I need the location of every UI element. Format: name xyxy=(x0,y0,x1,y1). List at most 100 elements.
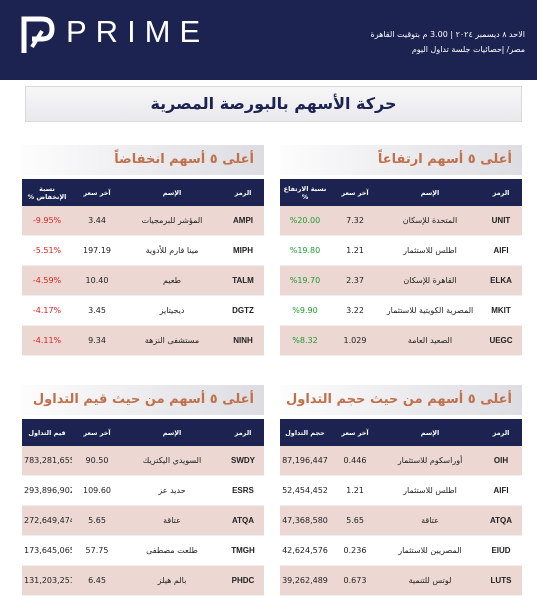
cell: ديجيتايز xyxy=(122,295,222,326)
cell: TALM xyxy=(222,265,264,296)
cell: 5.65 xyxy=(330,505,380,536)
cell: MKIT xyxy=(480,295,522,326)
cell: 293,896,902 xyxy=(22,475,72,506)
cell: 3.45 xyxy=(72,295,122,326)
cell: PHDC xyxy=(222,565,264,596)
cell: NINH xyxy=(222,325,264,356)
data-table: الرمز الإسم آخر سعر قيم التداول SWDY السويدي … xyxy=(22,419,264,596)
cell: اطلس للاستثمار xyxy=(380,475,480,506)
table-row: ESRS حديد عز 109.60 293,896,902 xyxy=(22,475,264,506)
cell: -9.95% xyxy=(22,206,72,236)
cell: 0.236 xyxy=(330,535,380,566)
cell: SWDY xyxy=(222,446,264,476)
cell: EIUD xyxy=(480,535,522,566)
column-header: حجم التداول xyxy=(280,419,330,446)
logo-icon xyxy=(21,16,55,53)
table-row: ELKA القاهرة للإسكان 2.37 %19.70 xyxy=(280,265,522,296)
cell: OIH xyxy=(480,446,522,476)
column-header: الإسم xyxy=(380,419,480,446)
panel-title: أعلى ٥ أسهم من حيث قيم التداول xyxy=(22,385,264,415)
table-row: TMGH طلعت مصطفى 57.75 173,645,065 xyxy=(22,535,264,566)
cell: %8.32 xyxy=(280,325,330,356)
cell: 10.40 xyxy=(72,265,122,296)
header-bar: PRIME الاحد ٨ ديسمبر ٢٠٢٤ | 3.00 م بتوقي… xyxy=(0,0,537,80)
table-row: TALM طعيم 10.40 -4.59% xyxy=(22,265,264,296)
column-header: الرمز xyxy=(480,179,522,206)
cell: -4.11% xyxy=(22,325,72,356)
cell: الصعيد العامة xyxy=(380,325,480,356)
table-row: DGTZ ديجيتايز 3.45 -4.17% xyxy=(22,295,264,326)
cell: -4.17% xyxy=(22,295,72,326)
cell: UNIT xyxy=(480,206,522,236)
column-header: آخر سعر xyxy=(72,419,122,446)
cell: القاهرة للإسكان xyxy=(380,265,480,296)
cell: أوراسكوم للاستثمار xyxy=(380,446,480,476)
table-panel: أعلى ٥ أسهم من حيث قيم التداول الرمز الإسم… xyxy=(22,385,264,596)
cell: 52,454,452 xyxy=(280,475,330,506)
cell: %19.80 xyxy=(280,235,330,266)
data-table: الرمز الإسم آخر سعر نسبة الارتفاع % UNIT المت… xyxy=(280,179,522,356)
cell: AMPI xyxy=(222,206,264,236)
cell: 1.029 xyxy=(330,325,380,356)
cell: 2.37 xyxy=(330,265,380,296)
cell: 9.34 xyxy=(72,325,122,356)
cell: AIFI xyxy=(480,235,522,266)
cell: حديد عز xyxy=(122,475,222,506)
table-row: ATQA عتاقة 5.65 47,368,580 xyxy=(280,505,522,536)
column-header: نسبة الارتفاع % xyxy=(280,179,330,206)
cell: 5.65 xyxy=(72,505,122,536)
cell: المصريين للاستثمار xyxy=(380,535,480,566)
cell: 90.50 xyxy=(72,446,122,476)
table-row: EIUD المصريين للاستثمار 0.236 42,624,576 xyxy=(280,535,522,566)
cell: AIFI xyxy=(480,475,522,506)
table-row: AMPI المؤشر للبرمجيات 3.44 -9.95% xyxy=(22,206,264,236)
table-row: PHDC بالم هيلز 6.45 131,203,251 xyxy=(22,565,264,596)
column-header: الإسم xyxy=(380,179,480,206)
cell: LUTS xyxy=(480,565,522,596)
cell: 131,203,251 xyxy=(22,565,72,596)
column-header: الرمز xyxy=(222,179,264,206)
table-panel: أعلى ٥ أسهم انخفاضاً الرمز الإسم آخر سعر نسب… xyxy=(22,145,264,356)
cell: 42,624,576 xyxy=(280,535,330,566)
cell: 57.75 xyxy=(72,535,122,566)
page-title: حركة الأسهم بالبورصة المصرية xyxy=(25,86,522,122)
cell: TMGH xyxy=(222,535,264,566)
panel-title: أعلى ٥ أسهم من حيث حجم التداول xyxy=(280,385,522,415)
cell: 3.44 xyxy=(72,206,122,236)
column-header: الإسم xyxy=(122,179,222,206)
cell: 0.446 xyxy=(330,446,380,476)
header-row: الرمز الإسم آخر سعر نسبة الإنخفاض % xyxy=(22,179,264,206)
cell: المؤشر للبرمجيات xyxy=(122,206,222,236)
table-row: MKIT المصرية الكويتية للاستثمار 3.22 %9.90 xyxy=(280,295,522,326)
cell: مستشفى النزهة xyxy=(122,325,222,356)
column-header: آخر سعر xyxy=(72,179,122,206)
cell: عتاقة xyxy=(122,505,222,536)
data-table: الرمز الإسم آخر سعر حجم التداول OIH أوراسكوم … xyxy=(280,419,522,596)
table-row: AIFI اطلس للاستثمار 1.21 %19.80 xyxy=(280,235,522,266)
table-row: UEGC الصعيد العامة 1.029 %8.32 xyxy=(280,325,522,356)
cell: طلعت مصطفى xyxy=(122,535,222,566)
table-row: AIFI اطلس للاستثمار 1.21 52,454,452 xyxy=(280,475,522,506)
table-row: SWDY السويدي اليكتريك 90.50 783,281,655 xyxy=(22,446,264,476)
cell: 173,645,065 xyxy=(22,535,72,566)
cell: المتحدة للإسكان xyxy=(380,206,480,236)
cell: لوتس للتنمية xyxy=(380,565,480,596)
cell: ESRS xyxy=(222,475,264,506)
cell: -5.51% xyxy=(22,235,72,266)
cell: 197.19 xyxy=(72,235,122,266)
table-row: UNIT المتحدة للإسكان 7.32 %20.00 xyxy=(280,206,522,236)
cell: المصرية الكويتية للاستثمار xyxy=(380,295,480,326)
cell: مينا فارم للأدوية xyxy=(122,235,222,266)
cell: UEGC xyxy=(480,325,522,356)
cell: 0.673 xyxy=(330,565,380,596)
cell: 6.45 xyxy=(72,565,122,596)
cell: %20.00 xyxy=(280,206,330,236)
table-panel: أعلى ٥ أسهم ارتفاعاً الرمز الإسم آخر سعر نسب… xyxy=(280,145,522,356)
table-row: OIH أوراسكوم للاستثمار 0.446 87,196,447 xyxy=(280,446,522,476)
cell: DGTZ xyxy=(222,295,264,326)
column-header: الإسم xyxy=(122,419,222,446)
cell: MIPH xyxy=(222,235,264,266)
column-header: آخر سعر xyxy=(330,419,380,446)
cell: السويدي اليكتريك xyxy=(122,446,222,476)
